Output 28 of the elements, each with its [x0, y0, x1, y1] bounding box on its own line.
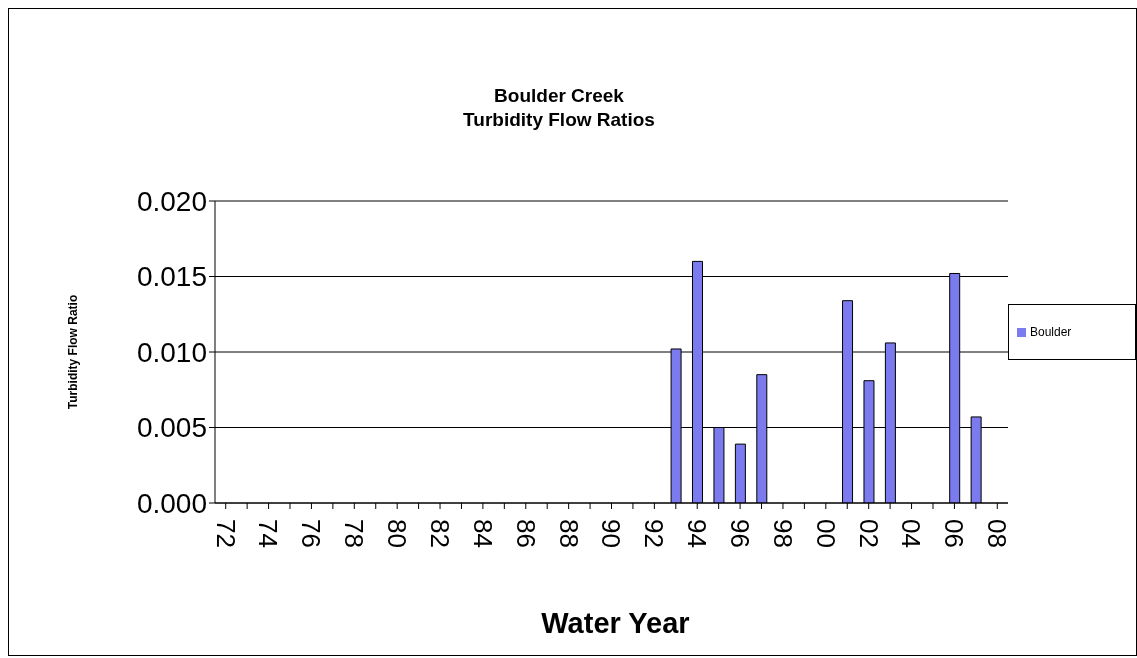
- y-tick-label: 0.010: [136, 336, 207, 368]
- x-tick-label: 06: [939, 519, 970, 548]
- x-tick-label: 72: [210, 519, 241, 548]
- x-axis-title: Water Year: [540, 607, 691, 640]
- x-tick-label: 02: [853, 519, 884, 548]
- y-tick-label: 0.000: [136, 487, 207, 519]
- x-tick-label: 94: [682, 519, 713, 548]
- x-tick-label: 84: [467, 519, 498, 548]
- y-tick-label: 0.020: [136, 185, 207, 217]
- x-tick-label: 04: [896, 519, 927, 548]
- x-tick-label: 76: [296, 519, 327, 548]
- y-axis-title: Turbidity Flow Ratio: [66, 294, 81, 410]
- x-tick-label: 96: [724, 519, 755, 548]
- x-tick-label: 86: [510, 519, 541, 548]
- x-tick-label: 92: [639, 519, 670, 548]
- chart-title: Boulder Creek Turbidity Flow Ratios: [462, 84, 656, 132]
- x-tick-label: 98: [767, 519, 798, 548]
- y-tick-label: 0.015: [136, 261, 207, 293]
- y-tick-label: 0.005: [136, 412, 207, 444]
- x-tick-label: 80: [382, 519, 413, 548]
- x-tick-label: 88: [553, 519, 584, 548]
- x-tick-label: 00: [810, 519, 841, 548]
- legend-label: Boulder: [1030, 325, 1072, 339]
- x-tick-label: 82: [424, 519, 455, 548]
- x-tick-label: 74: [253, 519, 284, 548]
- x-tick-label: 08: [982, 519, 1013, 548]
- x-tick-label: 90: [596, 519, 627, 548]
- x-tick-label: 78: [339, 519, 370, 548]
